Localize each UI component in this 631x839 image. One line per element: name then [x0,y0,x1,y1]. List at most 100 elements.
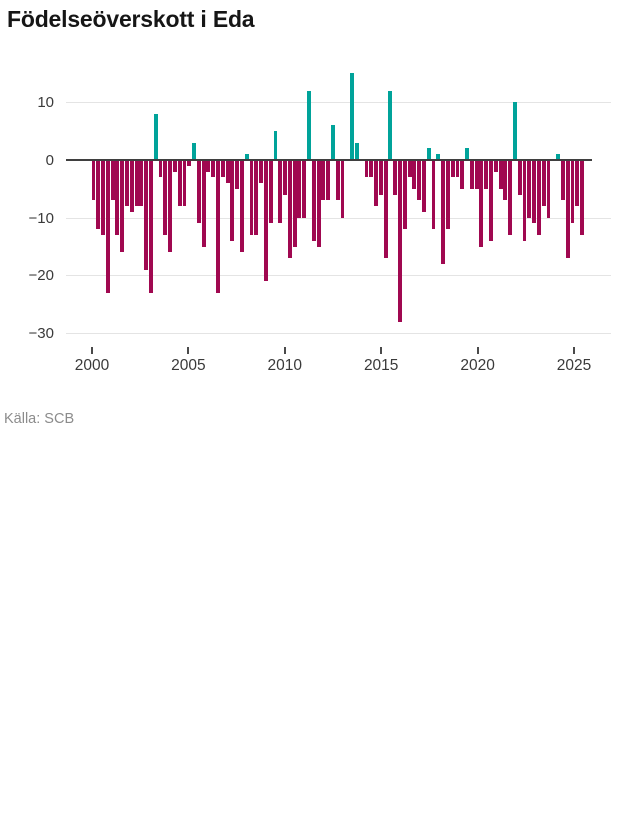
bar-2000Q2 [96,160,101,230]
y-axis-label--30: −30 [28,325,54,343]
bar-2013Q1 [340,160,345,218]
bar-2009Q3 [273,131,278,160]
bar-2007Q1 [225,160,230,184]
bar-2017Q1 [417,160,422,201]
bar-2010Q2 [287,160,292,259]
bar-2022Q4 [527,160,532,218]
bar-2012Q2 [326,160,331,201]
bar-2018Q1 [436,154,441,160]
bar-2009Q4 [278,160,283,224]
bar-2004Q4 [182,160,187,207]
bar-2014Q4 [374,160,378,207]
bar-2021Q2 [498,160,503,189]
bar-2021Q4 [508,160,513,235]
bar-2001Q1 [110,160,115,201]
source-note: Källa: SCB [4,411,75,427]
bar-2004Q1 [168,160,173,253]
bar-2013Q4 [354,142,359,160]
bar-2002Q2 [134,160,139,207]
bar-2014Q3 [369,160,374,178]
bar-2006Q3 [216,160,220,293]
bar-2011Q1 [302,160,307,218]
x-axis-label-2000: 2000 [74,357,110,374]
bar-2008Q3 [254,160,259,235]
x-axis-label-2010: 2010 [267,357,303,374]
bar-2021Q3 [503,160,508,201]
bar-2017Q2 [422,160,426,212]
x-tick-2025 [573,347,575,354]
chart-title: Födelseöverskott i Eda [7,6,255,32]
y-gridline--10 [66,217,611,219]
bar-2016Q3 [407,160,412,178]
bar-2005Q4 [201,160,206,247]
x-tick-2020 [476,347,479,354]
bar-2023Q2 [536,160,541,235]
x-axis-label-2015: 2015 [363,357,399,374]
bar-2000Q3 [101,160,105,235]
x-tick-2000 [91,347,93,354]
bar-2006Q4 [220,160,225,178]
bar-2011Q2 [307,90,311,160]
bar-2021Q1 [493,160,498,172]
bar-2022Q3 [522,160,527,241]
bar-2018Q4 [450,160,455,178]
bar-2012Q4 [335,160,340,201]
bar-2003Q1 [148,160,153,293]
bar-2020Q3 [484,160,489,189]
bar-2000Q1 [91,160,96,201]
bar-2005Q1 [187,160,192,166]
bar-2009Q1 [263,160,268,282]
bar-2001Q2 [115,160,120,235]
bar-2001Q3 [120,160,125,253]
bar-2009Q2 [268,160,273,224]
bar-2005Q2 [192,142,196,160]
bar-2007Q2 [230,160,235,241]
bar-2002Q4 [144,160,149,270]
bar-2015Q2 [383,160,388,259]
bar-2023Q1 [532,160,537,224]
bar-2010Q1 [283,160,287,195]
bar-2001Q4 [125,160,129,207]
bar-2025Q1 [570,160,575,224]
bar-2015Q3 [388,90,393,160]
y-gridline--20 [66,275,611,277]
x-tick-2005 [187,347,190,354]
bar-2015Q1 [378,160,383,195]
bar-2006Q2 [211,160,216,178]
bar-2017Q3 [426,148,431,160]
bar-2015Q4 [393,160,398,195]
bar-2011Q4 [316,160,321,247]
bar-2002Q3 [139,160,144,207]
bar-2018Q2 [441,160,446,264]
bar-2025Q3 [580,160,584,235]
bar-2017Q4 [431,160,436,230]
bar-2000Q4 [105,160,110,293]
bar-2020Q4 [489,160,493,241]
bar-2022Q2 [517,160,522,195]
bar-2008Q2 [249,160,254,235]
bar-2023Q3 [541,160,546,207]
y-axis-label-0: 0 [45,152,54,169]
x-tick-2015 [380,347,383,354]
bar-2012Q3 [331,125,335,160]
bar-2024Q4 [565,160,570,259]
bar-2019Q2 [460,160,465,189]
bar-2004Q2 [172,160,177,172]
bar-2022Q1 [513,102,517,160]
y-gridline--30 [66,333,611,335]
bar-2003Q3 [158,160,163,178]
bar-2004Q3 [177,160,182,207]
y-gridline-10 [66,102,611,104]
x-tick-2010 [283,347,286,354]
bar-2006Q1 [206,160,211,172]
bar-2012Q1 [321,160,326,201]
bar-2011Q3 [311,160,316,241]
bar-2019Q3 [465,148,469,160]
bar-2019Q1 [455,160,460,178]
bar-2024Q3 [560,160,565,201]
bar-2025Q2 [575,160,580,207]
bar-2005Q3 [196,160,201,224]
bar-2016Q1 [398,160,402,322]
bar-2003Q4 [163,160,168,235]
y-axis-label--10: −10 [28,209,54,227]
